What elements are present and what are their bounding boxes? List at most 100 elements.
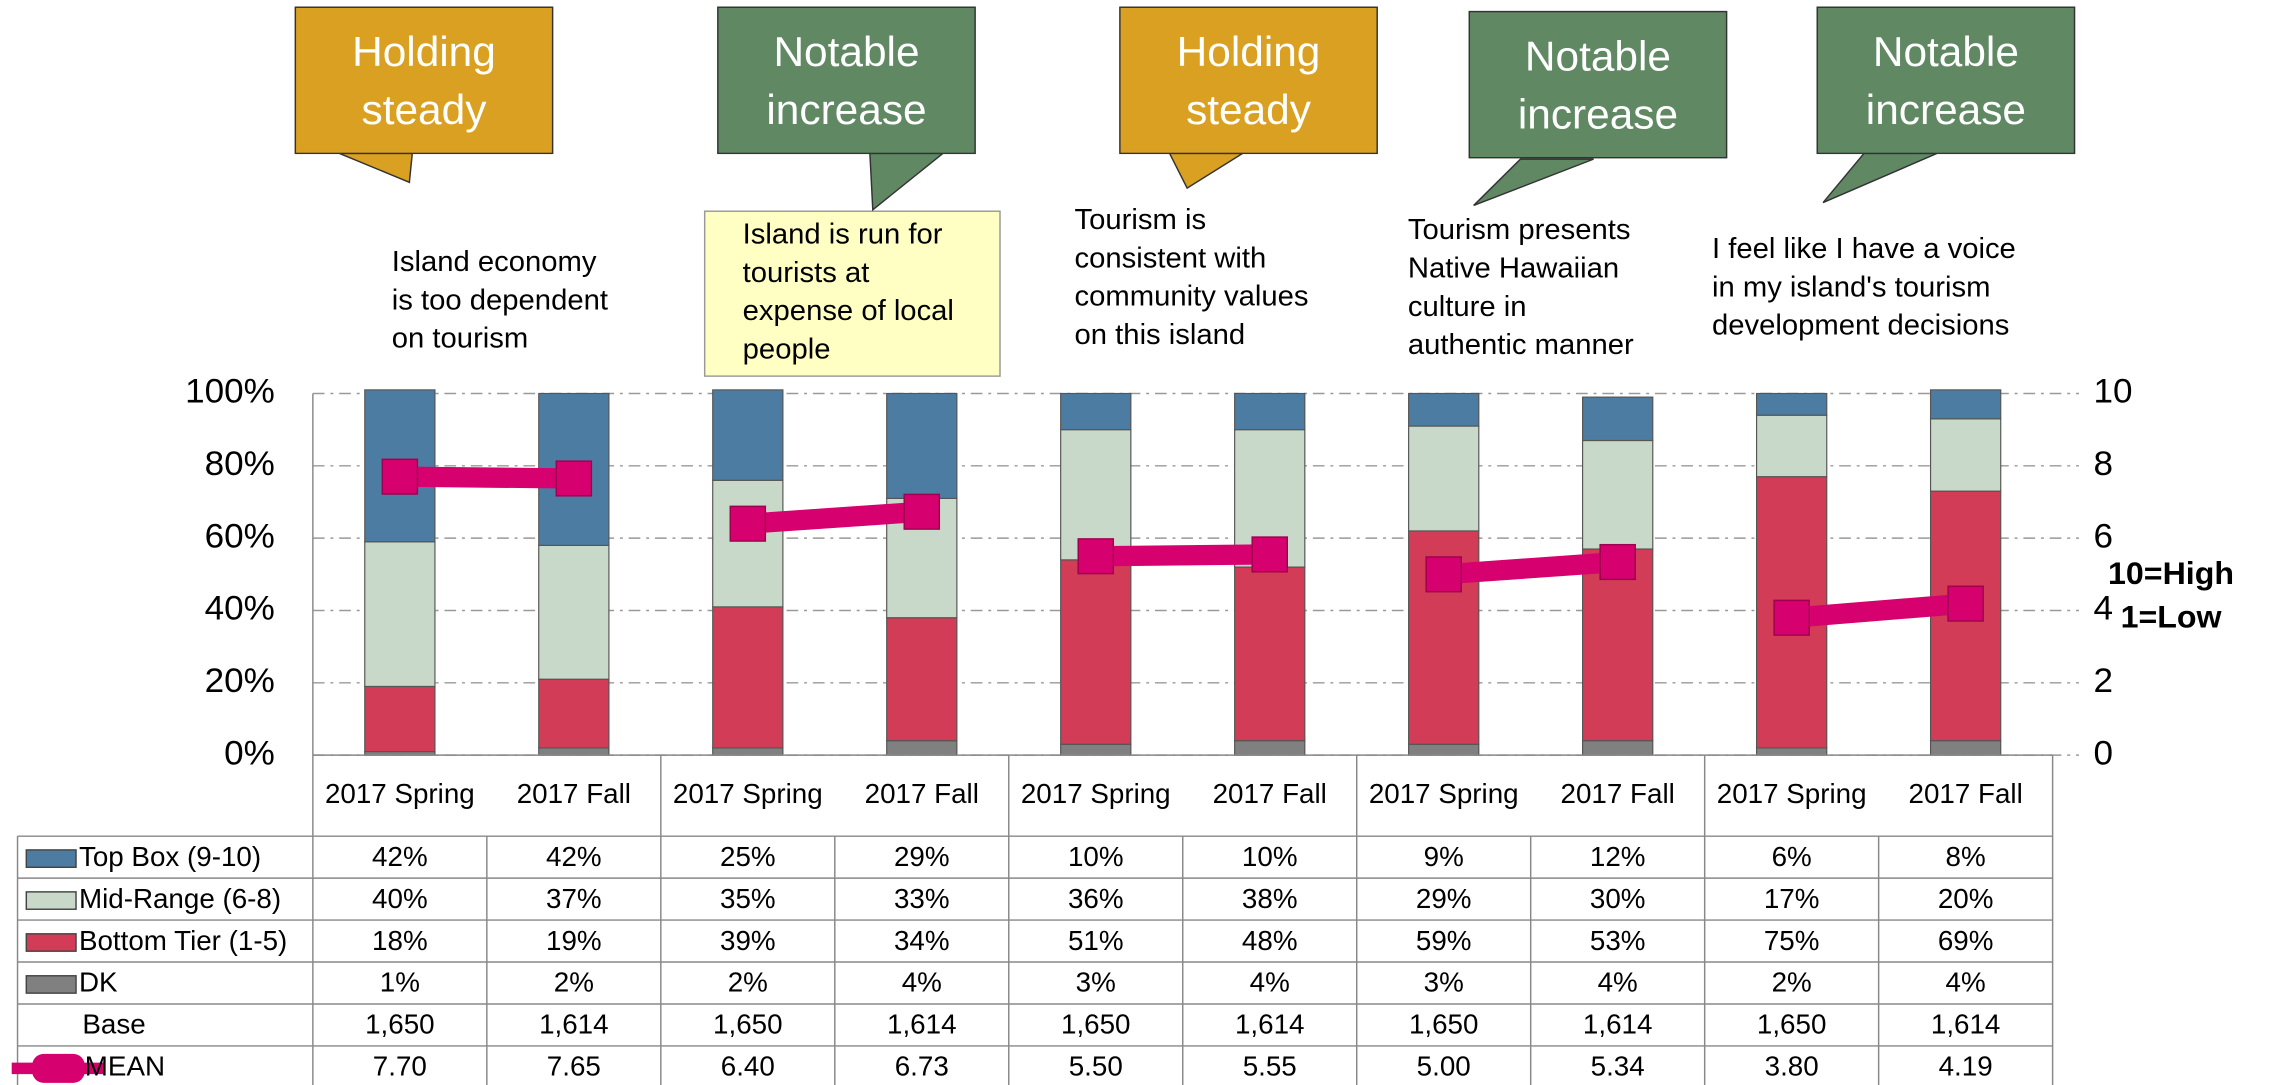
callout-text: increase (766, 86, 926, 133)
table-cell: 59% (1416, 925, 1472, 956)
statement-text: development decisions (1712, 310, 2009, 342)
y2-tick-label: 6 (2094, 516, 2114, 555)
bar-segment (1582, 439, 1654, 550)
callout-tail (1168, 152, 1246, 190)
mean-marker (1251, 536, 1289, 573)
bar-segment (712, 606, 784, 749)
mean-line (1790, 593, 1967, 628)
callout-box (1119, 6, 1378, 155)
table-cell: 20% (1938, 883, 1994, 914)
table-cell: 9% (1424, 841, 1464, 872)
bar-segment (1234, 740, 1306, 756)
table-cell: 51% (1068, 925, 1124, 956)
bar-segment (364, 685, 436, 753)
table-cell: 5.34 (1591, 1051, 1645, 1082)
x-tick-label: 2017 Spring (1717, 778, 1867, 809)
legend-swatch (25, 849, 77, 868)
table-cell: 1,650 (1757, 1009, 1827, 1040)
table-cell: 6% (1772, 841, 1812, 872)
bar-segment (1755, 747, 1828, 756)
bar-segment (1234, 566, 1306, 742)
bar-segment (712, 389, 784, 481)
table-cell: 1,650 (365, 1009, 435, 1040)
bar-segment (1755, 392, 1828, 416)
table-cell: 30% (1590, 883, 1646, 914)
mean-marker (1425, 556, 1462, 593)
mean-line (1442, 551, 1619, 585)
mean-marker (1947, 585, 1984, 622)
callout-text: increase (1518, 90, 1678, 137)
table-cell: 3% (1076, 967, 1116, 998)
table-cell: 2% (554, 967, 594, 998)
table-cell: 6.40 (721, 1051, 775, 1082)
y-tick-label: 40% (205, 589, 275, 628)
bar-segment (886, 740, 958, 756)
bar-segment (538, 544, 610, 680)
callout-tail (1822, 152, 1938, 204)
table-cell: 53% (1590, 925, 1646, 956)
statement-text: people (743, 334, 831, 366)
table-cell: 4% (902, 967, 942, 998)
table-cell: 12% (1590, 841, 1646, 872)
bar-segment (1582, 740, 1654, 756)
table-cell: 2% (1772, 967, 1812, 998)
y2-note: 10=High (2108, 555, 2234, 591)
x-tick-label: 2017 Spring (673, 778, 823, 809)
bar-segment (1408, 392, 1480, 427)
callout-text: increase (1866, 86, 2026, 133)
callout-cover (1470, 149, 1726, 157)
statement-text: tourists at (743, 257, 870, 289)
table-cell: 19% (546, 925, 602, 956)
statement-text: I feel like I have a voice (1712, 233, 2016, 265)
table-cell: 75% (1764, 925, 1820, 956)
x-tick-label: 2017 Fall (1561, 778, 1675, 809)
legend-label: MEAN (85, 1051, 165, 1082)
bar-segment (1929, 418, 2002, 492)
bar-segment (1582, 396, 1654, 442)
y-tick-label: 20% (205, 661, 275, 700)
legend-label: Top Box (9-10) (79, 841, 261, 872)
callout-cover (719, 144, 974, 153)
callout-text: Notable (773, 28, 919, 75)
callout-box (1816, 6, 2076, 155)
statement-text: on this island (1075, 319, 1246, 351)
table-cell: 17% (1764, 883, 1820, 914)
bar-segment (364, 389, 436, 543)
callout-cover (1818, 144, 2074, 153)
mean-line (1095, 544, 1270, 567)
callout-box (717, 6, 976, 155)
table-cell: 42% (372, 841, 428, 872)
y2-note: 1=Low (2121, 599, 2222, 635)
legend-swatch (25, 891, 77, 910)
callout-text: steady (1186, 86, 1311, 133)
table-cell: 4.19 (1939, 1051, 1993, 1082)
statement-text: community values (1075, 281, 1309, 313)
statement-text: expense of local (743, 295, 954, 327)
bar-segment (1060, 743, 1132, 756)
callout-text: Notable (1873, 28, 2019, 75)
table-cell: 8% (1946, 841, 1986, 872)
bar-segment (1929, 740, 2002, 756)
table-cell: 38% (1242, 883, 1298, 914)
mean-marker (555, 460, 593, 497)
table-cell: 2% (728, 967, 768, 998)
callout-box (1468, 10, 1728, 159)
table-cell: 1,614 (1931, 1009, 2001, 1040)
bar-segment (1408, 743, 1480, 756)
mean-marker (1077, 538, 1115, 575)
highlight-box (703, 210, 1001, 377)
table-cell: 1,650 (713, 1009, 783, 1040)
statement-text: on tourism (392, 323, 528, 355)
mean-marker (381, 458, 419, 495)
statement-text: Tourism presents (1408, 214, 1631, 246)
x-tick-label: 2017 Spring (1369, 778, 1519, 809)
table-cell: 36% (1068, 883, 1124, 914)
table-cell: 18% (372, 925, 428, 956)
table-cell: 1,614 (887, 1009, 957, 1040)
y2-tick-label: 2 (2094, 661, 2114, 700)
mean-line (399, 466, 574, 489)
mean-marker (729, 505, 767, 542)
table-cell: 1,614 (539, 1009, 609, 1040)
y2-tick-label: 4 (2094, 589, 2114, 628)
